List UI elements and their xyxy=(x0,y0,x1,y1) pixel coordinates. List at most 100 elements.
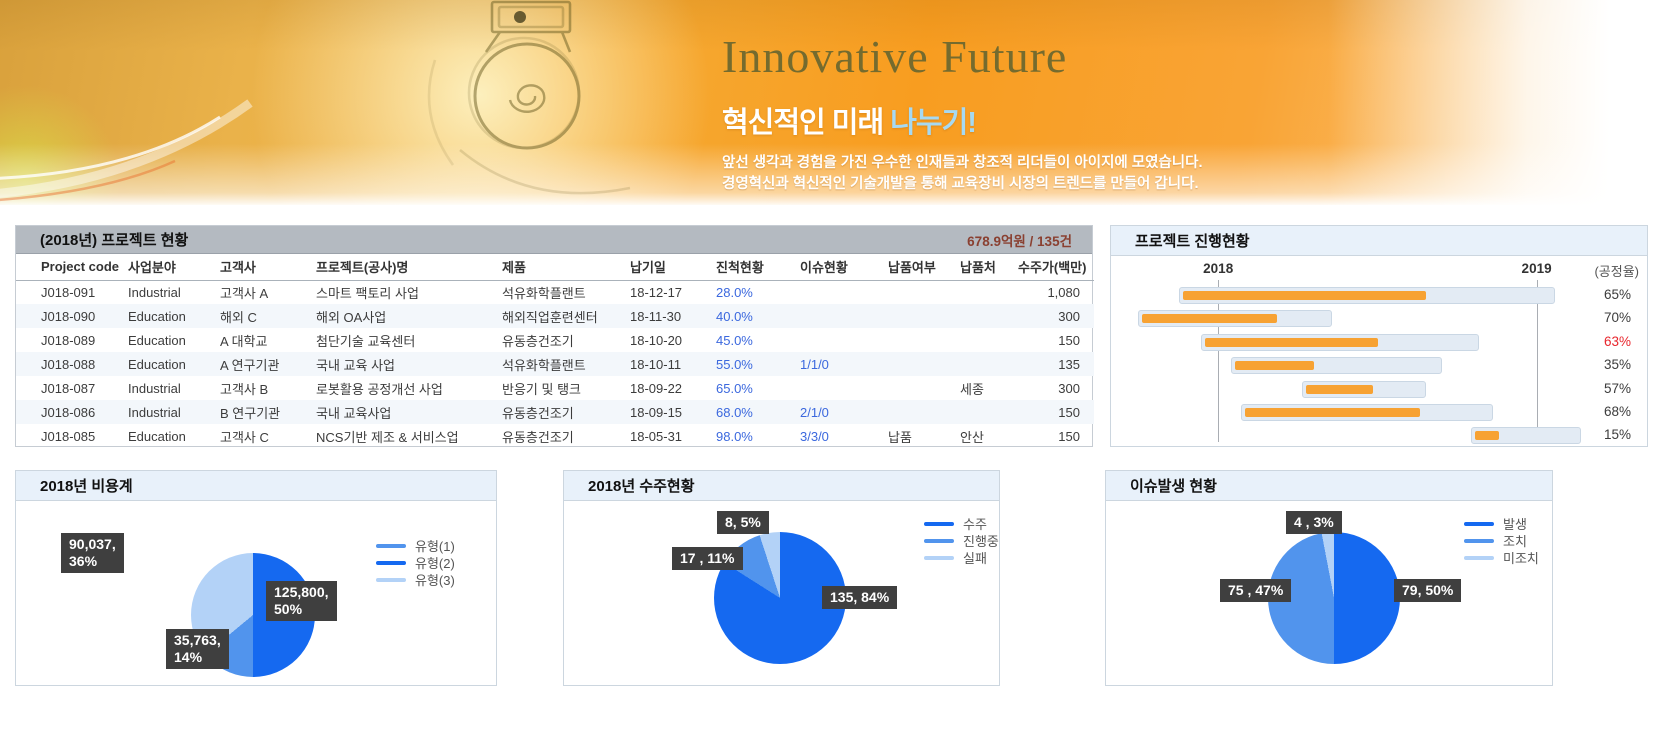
pie-data-label: 125,800, 50% xyxy=(266,581,337,621)
pie-chart-body: 8, 5% 17 , 11% 135, 84% 수주 진행중 실패 xyxy=(564,501,999,685)
banner-subtitle: 혁신적인 미래 나누기! xyxy=(722,99,1203,141)
table-summary-total: 678.9억원 / 135건 xyxy=(967,233,1072,249)
pie-data-label: 90,037, 36% xyxy=(61,533,124,573)
table-cell: B 연구기관 xyxy=(220,405,281,421)
table-row[interactable]: J018-087 Industrial 고객사 B 로봇활용 공정개선 사업 반응기 및… xyxy=(16,376,1094,400)
table-cell: J018-087 xyxy=(41,380,96,396)
banner-subtitle-accent: 나누기! xyxy=(890,107,977,139)
table-cell: 해외직업훈련센터 xyxy=(502,309,598,325)
table-cell: 세종 xyxy=(960,381,984,397)
table-cell: 18-05-31 xyxy=(630,428,683,444)
pie-chart-body: 4 , 3% 75 , 47% 79, 50% 발생 조치 미조치 xyxy=(1106,501,1552,685)
table-cell: 국내 교육 사업 xyxy=(316,357,395,373)
table-cell[interactable]: 45.0% xyxy=(716,332,753,348)
gantt-progress-percent: 15% xyxy=(1603,427,1631,443)
table-cell: 로봇활용 공정개선 사업 xyxy=(316,381,443,397)
table-cell: 유동층건조기 xyxy=(502,405,574,421)
table-row[interactable]: J018-088 Education A 연구기관 국내 교육 사업 석유화학플랜트 18… xyxy=(16,352,1094,376)
table-cell: 18-10-11 xyxy=(630,356,682,372)
pie-data-label: 8, 5% xyxy=(717,511,769,534)
table-row[interactable]: J018-089 Education A 대학교 첨단기술 교육센터 유동층건조기 18-… xyxy=(16,328,1094,352)
pie-panel-orders: 2018년 수주현황 8, 5% 17 , 11% 135, 84% 수주 진행중 실패 xyxy=(563,470,1000,686)
legend-color-marker xyxy=(924,521,954,526)
table-cell: Education xyxy=(128,356,186,372)
table-cell: Education xyxy=(128,332,186,348)
legend-color-marker xyxy=(1464,538,1494,543)
table-column-header: 납품처 xyxy=(956,254,1014,281)
gantt-progress-percent: 63% xyxy=(1603,333,1631,349)
table-cell: Industrial xyxy=(128,380,181,396)
table-cell: 18-09-22 xyxy=(630,380,683,396)
gantt-track-bar xyxy=(1471,427,1581,445)
table-cell: 해외 C xyxy=(220,309,257,325)
table-column-header: 납기일 xyxy=(626,254,712,281)
table-cell: 150 xyxy=(1058,428,1080,444)
legend-item: 진행중 xyxy=(924,532,999,549)
table-row[interactable]: J018-091 Industrial 고객사 A 스마트 팩토리 사업 석유화학플랜트… xyxy=(16,280,1094,304)
table-cell[interactable]: 2/1/0 xyxy=(800,404,829,420)
table-cell xyxy=(884,400,956,424)
gantt-progress-bar xyxy=(1204,337,1379,347)
gantt-progress-bar xyxy=(1245,408,1421,417)
gantt-progress-percent: 57% xyxy=(1603,380,1631,396)
table-cell: 석유화학플랜트 xyxy=(502,357,586,373)
pie-panel-title: 2018년 비용계 xyxy=(40,478,133,495)
gantt-gridline xyxy=(1536,280,1538,442)
table-cell: J018-090 xyxy=(41,308,96,324)
table-cell: 18-10-20 xyxy=(630,332,683,348)
legend-label: 유형(3) xyxy=(415,573,455,588)
table-cell[interactable]: 40.0% xyxy=(716,308,753,324)
table-cell[interactable]: 98.0% xyxy=(716,428,753,444)
table-cell xyxy=(796,304,884,328)
pie-legend: 유형(1) 유형(2) 유형(3) xyxy=(376,537,455,588)
gantt-gridline xyxy=(1218,280,1220,442)
table-row[interactable]: J018-086 Industrial B 연구기관 국내 교육사업 유동층건조기 18-… xyxy=(16,400,1094,424)
gantt-track-bar xyxy=(1301,380,1426,398)
gantt-axis-year-2019: 2019 xyxy=(1521,261,1552,276)
table-panel-header: (2018년) 프로젝트 현황 678.9억원 / 135건 xyxy=(16,226,1092,254)
gantt-unit-label: (공정율) xyxy=(1594,264,1639,279)
table-cell: 해외 OA사업 xyxy=(316,309,387,325)
gantt-progress-bar xyxy=(1235,361,1315,371)
table-cell[interactable]: 3/3/0 xyxy=(800,428,829,444)
table-cell: 석유화학플랜트 xyxy=(502,285,586,301)
banner-title: Innovative Future xyxy=(722,31,1068,82)
table-cell[interactable]: 55.0% xyxy=(716,356,753,372)
gantt-progress-bar xyxy=(1182,291,1426,300)
hero-banner: Innovative Future 혁신적인 미래 나누기! 앞선 생각과 경험… xyxy=(0,0,1660,205)
table-cell: 고객사 B xyxy=(220,381,269,397)
banner-desc-line1: 앞선 생각과 경험을 가진 우수한 인재들과 창조적 리더들이 아이지에 모였습… xyxy=(722,155,1203,171)
project-status-table-panel: (2018년) 프로젝트 현황 678.9억원 / 135건 Project c… xyxy=(15,225,1094,448)
table-cell: 300 xyxy=(1058,308,1080,324)
table-row[interactable]: J018-085 Education 고객사 C NCS기반 제조 & 서비스업 유동층… xyxy=(16,424,1094,448)
table-cell: A 대학교 xyxy=(220,333,268,349)
table-column-header: 고객사 xyxy=(216,254,312,281)
pie-panel-issues: 이슈발생 현황 4 , 3% 75 , 47% 79, 50% 발생 조치 미조치 xyxy=(1105,470,1553,686)
table-column-header: 사업분야 xyxy=(124,254,216,281)
table-cell[interactable]: 28.0% xyxy=(716,284,753,300)
table-cell: J018-086 xyxy=(41,404,96,420)
table-cell: 고객사 A xyxy=(220,285,269,301)
pie-panel-title: 이슈발생 현황 xyxy=(1130,478,1217,495)
table-cell[interactable]: 65.0% xyxy=(716,380,753,396)
gantt-row: 57% xyxy=(1111,378,1647,401)
legend-item: 실패 xyxy=(924,549,999,566)
table-column-header: Project code xyxy=(16,254,124,281)
gantt-progress-bar xyxy=(1305,384,1373,394)
table-row[interactable]: J018-090 Education 해외 C 해외 OA사업 해외직업훈련센터 18-1… xyxy=(16,304,1094,328)
table-cell: A 연구기관 xyxy=(220,357,280,373)
table-cell: J018-085 xyxy=(41,428,96,444)
legend-color-marker xyxy=(924,555,954,560)
table-cell: 첨단기술 교육센터 xyxy=(316,333,416,349)
table-cell[interactable]: 1/1/0 xyxy=(800,356,829,372)
pie-legend: 발생 조치 미조치 xyxy=(1464,515,1539,566)
table-cell: 18-09-15 xyxy=(630,404,683,420)
gantt-track-bar xyxy=(1241,404,1494,421)
table-column-header: 프로젝트(공사)명 xyxy=(312,254,498,281)
table-cell[interactable]: 68.0% xyxy=(716,404,753,420)
table-cell: 유동층건조기 xyxy=(502,429,574,445)
legend-color-marker xyxy=(376,577,406,582)
table-cell xyxy=(956,304,1014,328)
legend-item: 미조치 xyxy=(1464,549,1539,566)
